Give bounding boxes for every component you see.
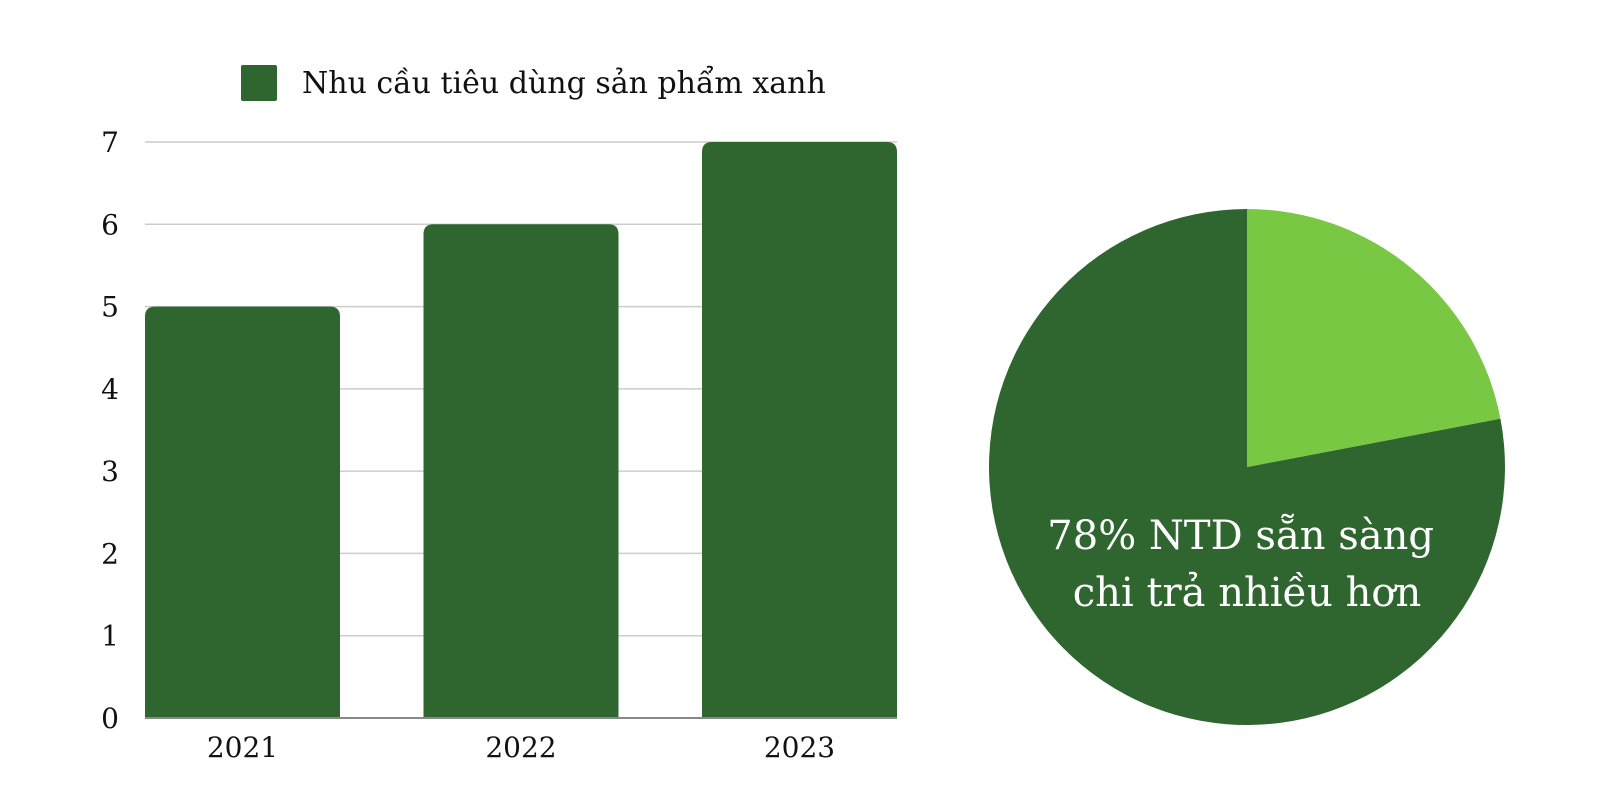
pie-slices [989, 209, 1505, 725]
y-tick-label: 7 [101, 126, 119, 159]
y-tick-label: 5 [101, 291, 119, 324]
x-tick-label: 2021 [207, 731, 278, 764]
x-tick-label: 2023 [764, 731, 835, 764]
bar-2021 [145, 306, 340, 718]
y-axis-ticks: 0 1 2 3 4 5 6 7 [101, 126, 119, 735]
x-tick-label: 2022 [485, 731, 556, 764]
pie-label-line-2: chi trả nhiều hơn [1073, 570, 1421, 616]
x-axis-ticks: 2021 2022 2023 [207, 731, 835, 764]
y-tick-label: 1 [101, 620, 119, 653]
legend-label: Nhu cầu tiêu dùng sản phẩm xanh [302, 65, 826, 101]
bar-chart: Nhu cầu tiêu dùng sản phẩm xanh 0 1 2 3 4 5 6 7… [101, 65, 897, 764]
pie-label: 78% NTD sẵn sàng chi trả nhiều hơn [1047, 513, 1446, 616]
legend-swatch [241, 65, 277, 101]
pie-label-line-1: 78% NTD sẵn sàng [1047, 513, 1434, 559]
y-tick-label: 3 [101, 455, 119, 488]
y-tick-label: 6 [101, 208, 119, 241]
pie-chart: 78% NTD sẵn sàng chi trả nhiều hơn [989, 209, 1505, 725]
bars [145, 142, 897, 719]
y-tick-label: 2 [101, 537, 119, 570]
bar-2023 [702, 142, 897, 718]
y-tick-label: 0 [101, 702, 119, 735]
bar-2022 [423, 224, 619, 719]
y-tick-label: 4 [101, 373, 119, 406]
pie-slice-minor [1247, 209, 1501, 467]
